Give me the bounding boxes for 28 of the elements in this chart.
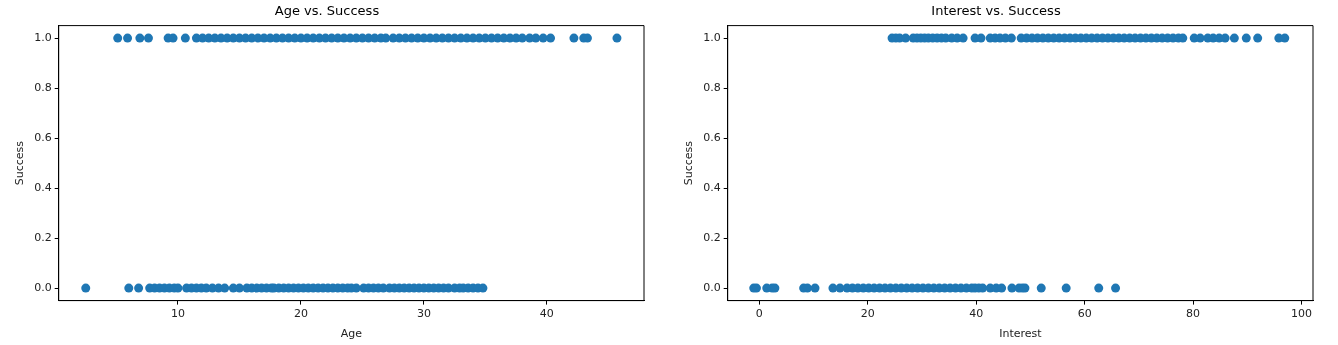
x-tick-label: 10 [170,307,185,321]
x-tick-label: 0 [755,307,763,321]
y-tick-label: 0.0 [34,280,52,294]
x-axis-title: Age [340,327,363,341]
chart-title: Age vs. Success [274,3,380,19]
x-tick-label: 40 [969,307,984,321]
y-axis-title: Success [13,140,27,186]
chart-title: Interest vs. Success [931,3,1061,19]
y-tick-label: 0.0 [703,280,721,294]
x-axis-title: Interest [999,327,1043,341]
y-tick-label: 0.4 [34,180,52,194]
y-axis-title: Success [682,140,696,186]
x-tick-label: 40 [539,307,554,321]
x-tick-label: 30 [416,307,431,321]
x-tick-label: 100 [1291,307,1313,321]
y-tick-label: 1.0 [703,30,721,44]
y-tick-label: 0.2 [703,230,721,244]
x-tick-label: 60 [1077,307,1092,321]
y-tick-label: 0.6 [34,130,52,144]
y-tick-label: 0.2 [34,230,52,244]
x-tick-label: 20 [860,307,875,321]
y-tick-label: 0.8 [34,80,52,94]
x-tick-label: 20 [293,307,308,321]
y-tick-label: 1.0 [34,30,52,44]
y-tick-label: 0.8 [703,80,721,94]
x-tick-label: 80 [1186,307,1201,321]
y-tick-label: 0.6 [703,130,721,144]
y-tick-label: 0.4 [703,180,721,194]
